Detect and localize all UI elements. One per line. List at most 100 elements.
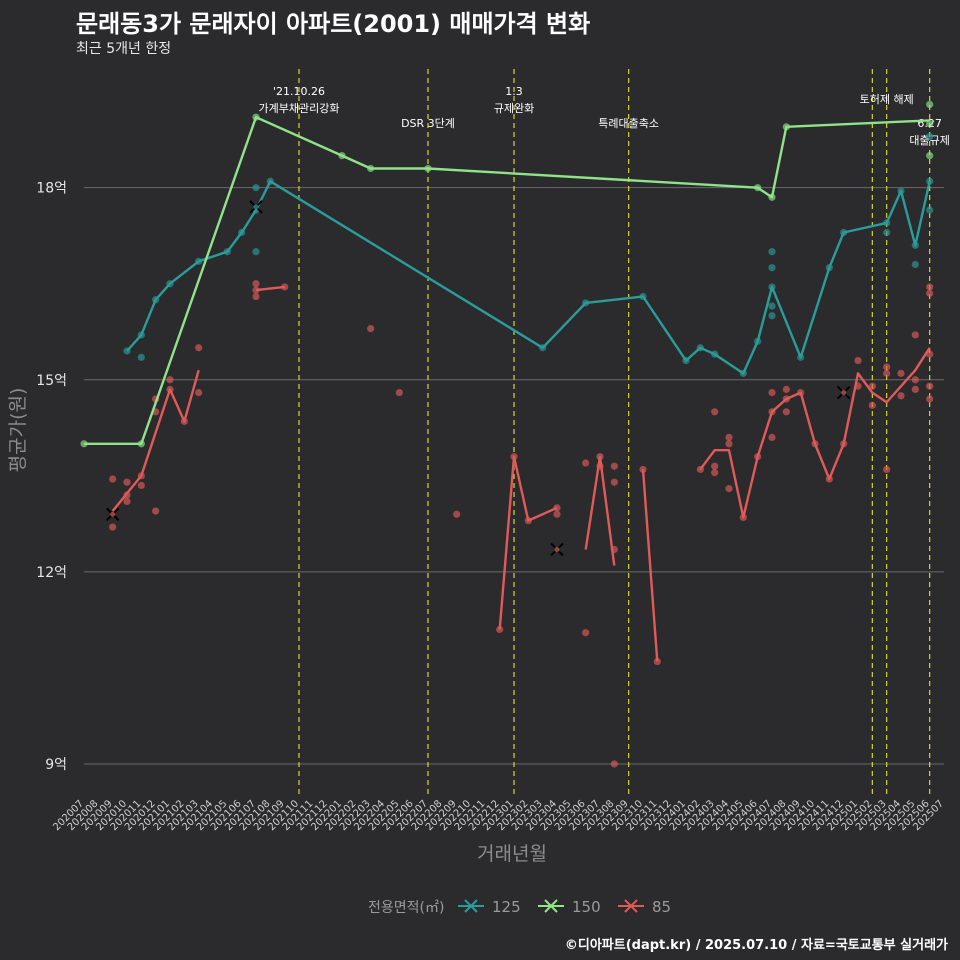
series-85-point (496, 625, 504, 634)
series-125-point (926, 206, 934, 214)
series-85-point (711, 469, 719, 477)
series-85-point (911, 376, 919, 384)
series-85-cancelled-mark (550, 542, 564, 557)
series-85-cancelled-mark (105, 507, 120, 521)
cancel-mark-point (253, 204, 259, 210)
cancel-mark-point (554, 546, 560, 552)
series-85-point (868, 401, 876, 409)
series-85-point (926, 382, 934, 390)
series-125-line (126, 180, 931, 375)
series-85-point (725, 440, 733, 448)
series-85-point (711, 462, 719, 470)
series-85-line (255, 285, 285, 292)
series-125-cancelled-mark (249, 200, 263, 214)
series-125-point (926, 177, 934, 185)
series-85-point (897, 392, 905, 400)
series-85-point (195, 344, 203, 352)
source-caption: ©디아파트(dapt.kr) / 2025.07.10 / 자료=국토교통부 실… (564, 938, 948, 953)
series-85-line (641, 469, 659, 662)
y-tick-label: 12억 (36, 565, 67, 581)
legend-item-125: 125 (458, 898, 521, 916)
chart-title: 문래동3가 문래자이 아파트(2001) 매매가격 변화 (76, 10, 591, 38)
series-85-point (582, 629, 590, 637)
series-85-point (610, 462, 618, 470)
series-85-point (152, 507, 160, 515)
series-85-line (498, 455, 558, 630)
series-85-point (610, 478, 618, 486)
series-125-point (252, 184, 260, 192)
series-125-point (911, 260, 919, 269)
series-85-point (610, 760, 618, 768)
series-85-point (782, 408, 790, 416)
series-85-point (137, 481, 145, 490)
cancel-mark-point (841, 390, 847, 396)
series-85-point (252, 280, 260, 288)
legend-key-cross (464, 899, 478, 913)
series-85-point (897, 369, 905, 377)
series-85-point (367, 324, 375, 333)
series-85-point (926, 283, 934, 291)
series-85-point (926, 395, 934, 403)
series-85-point (252, 286, 260, 294)
series-125-point (768, 312, 776, 320)
series-125-point (768, 248, 776, 256)
series-85-line (584, 455, 616, 566)
series-85-point (395, 388, 403, 397)
series-125-point (252, 248, 260, 256)
series-85-point (911, 331, 919, 339)
event-annotation: '21.10.26 (273, 85, 325, 98)
series-85-point (195, 388, 203, 397)
series-125-point (883, 228, 891, 237)
series-85-point (123, 478, 131, 486)
legend-item-150: 150 (538, 898, 601, 916)
legend-label: 150 (572, 898, 601, 916)
series-85-line (699, 347, 931, 519)
y-axis-title: 평균가(원) (7, 388, 29, 473)
event-annotation: 규제완화 (494, 102, 534, 115)
series-85-point (109, 523, 117, 531)
event-annotation: DSR 3단계 (401, 117, 455, 130)
series-125-point (137, 353, 145, 361)
series-85-point (926, 289, 934, 297)
legend-key-cross (624, 899, 638, 913)
series-85-point (725, 433, 733, 442)
series-85-point (252, 292, 260, 301)
event-annotation: 특례대출축소 (598, 117, 659, 130)
event-annotation: 토허제 해제 (860, 92, 914, 106)
series-150-point (926, 152, 934, 160)
series-85-cancelled-mark (836, 385, 851, 400)
series-85-point (109, 475, 117, 483)
series-85-point (123, 497, 131, 506)
legend-item-85: 85 (618, 898, 671, 916)
series-85-point (883, 465, 891, 474)
series-85-point (711, 408, 719, 416)
series-85-line (111, 369, 200, 512)
series-125-point (926, 132, 934, 141)
event-annotation: 대출규제 (909, 134, 949, 147)
series-150-point (926, 120, 934, 128)
series-85-point (868, 382, 876, 390)
series-85-point (782, 385, 790, 393)
series-85-point (911, 385, 919, 393)
legend-label: 85 (652, 898, 671, 916)
event-annotation: 1.3 (505, 85, 523, 98)
legend-title: 전용면적(㎡) (368, 900, 444, 916)
event-annotation: 가계부채관리강화 (259, 102, 340, 115)
series-85-point (768, 388, 776, 397)
legend-label: 125 (492, 898, 521, 916)
legend-key-cross (544, 899, 558, 913)
series-85-point (768, 433, 776, 442)
series-85-point (883, 363, 891, 371)
cancel-mark-point (110, 511, 116, 517)
series-85-point (453, 510, 461, 518)
series-125-point (768, 302, 776, 310)
series-125-point (768, 264, 776, 272)
series-85-point (725, 485, 733, 493)
series-150-point (926, 100, 934, 109)
series-85-point (166, 376, 174, 384)
y-tick-label: 15억 (36, 373, 67, 389)
x-axis-title: 거래년월 (477, 843, 547, 865)
series-85-point (553, 510, 561, 518)
